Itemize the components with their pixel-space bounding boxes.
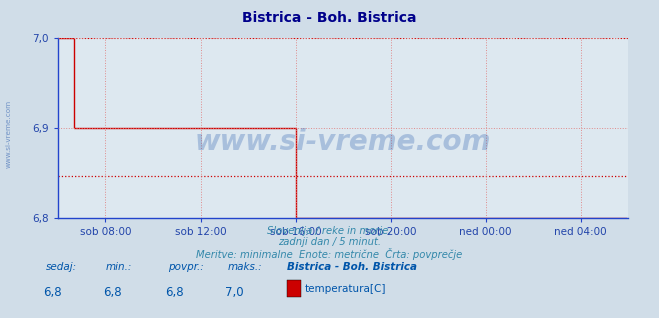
Text: sedaj:: sedaj: (46, 262, 77, 272)
Text: zadnji dan / 5 minut.: zadnji dan / 5 minut. (278, 237, 381, 247)
Text: povpr.:: povpr.: (168, 262, 204, 272)
Text: 6,8: 6,8 (43, 286, 62, 299)
Text: www.si-vreme.com: www.si-vreme.com (195, 128, 491, 156)
Text: min.:: min.: (105, 262, 132, 272)
Text: www.si-vreme.com: www.si-vreme.com (5, 100, 12, 168)
Text: Bistrica - Boh. Bistrica: Bistrica - Boh. Bistrica (243, 11, 416, 25)
Text: maks.:: maks.: (227, 262, 262, 272)
Text: temperatura[C]: temperatura[C] (305, 284, 387, 294)
Text: 6,8: 6,8 (165, 286, 184, 299)
Text: Bistrica - Boh. Bistrica: Bistrica - Boh. Bistrica (287, 262, 416, 272)
Text: Slovenija / reke in morje.: Slovenija / reke in morje. (268, 226, 391, 236)
Text: Meritve: minimalne  Enote: metrične  Črta: povprečje: Meritve: minimalne Enote: metrične Črta:… (196, 248, 463, 260)
Text: 6,8: 6,8 (103, 286, 121, 299)
Text: 7,0: 7,0 (225, 286, 243, 299)
